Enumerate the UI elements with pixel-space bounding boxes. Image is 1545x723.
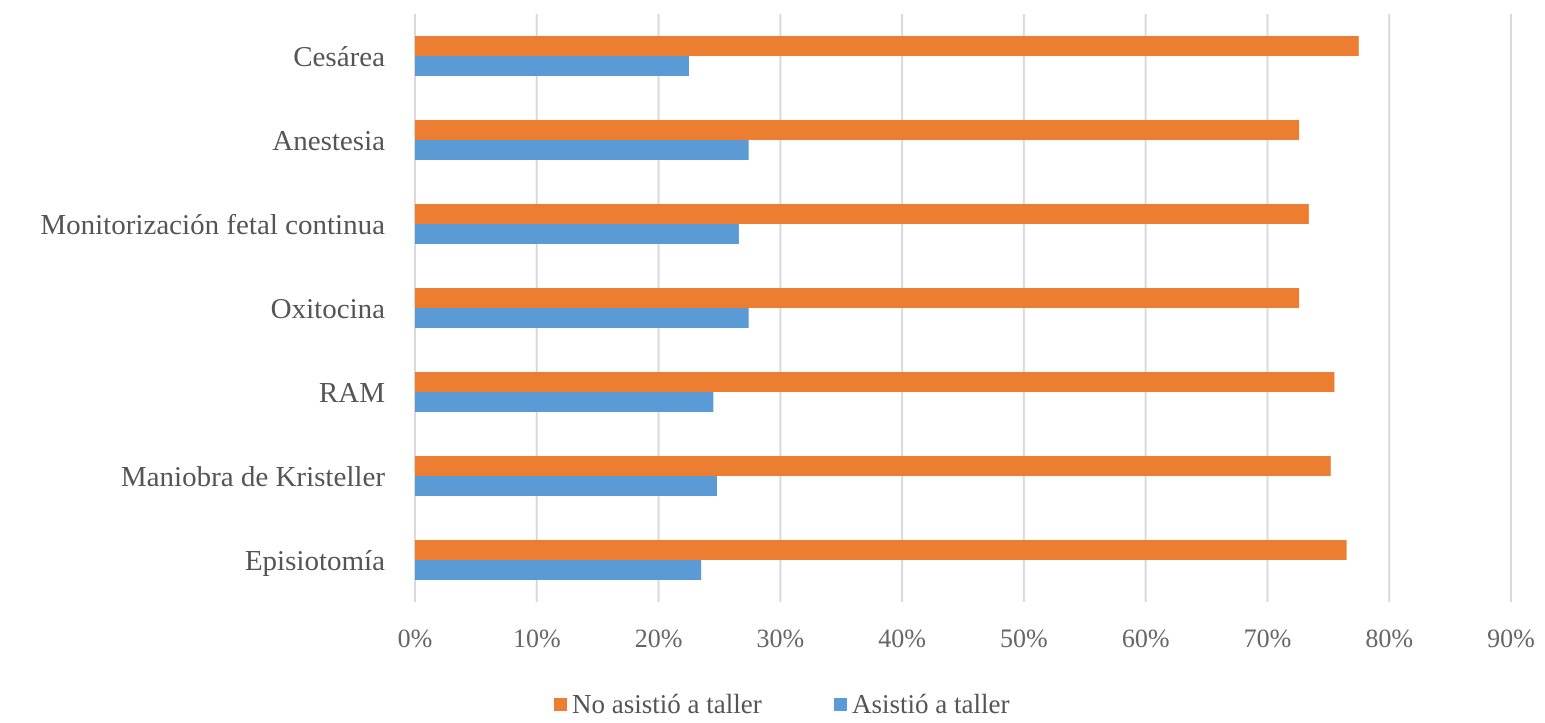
bar-no-asistio [415,372,1335,392]
legend: No asistió a taller Asistió a taller [554,689,1009,719]
bar-no-asistio [415,540,1347,560]
bar-asistio [415,140,749,160]
bar-asistio [415,560,702,580]
x-tick-label: 50% [1000,624,1048,653]
x-tick-label: 90% [1487,624,1535,653]
bar-asistio [415,56,689,76]
bars [415,36,1359,580]
category-labels: Cesárea Anestesia Monitorización fetal con… [40,41,385,577]
bar-asistio [415,392,714,412]
bar-asistio [415,308,749,328]
bar-no-asistio [415,36,1359,56]
category-label: Cesárea [293,41,385,73]
bar-no-asistio [415,456,1331,476]
legend-swatch [834,698,847,711]
legend-swatch [554,698,567,711]
bar-asistio [415,476,718,496]
legend-label: Asistió a taller [852,689,1009,719]
x-tick-label: 0% [398,624,433,653]
bar-no-asistio [415,204,1309,224]
x-tick-label: 40% [878,624,926,653]
category-label: Maniobra de Kristeller [121,461,385,493]
bar-no-asistio [415,120,1300,140]
legend-label: No asistió a taller [572,689,762,719]
category-label: Monitorización fetal continua [40,209,385,241]
x-tick-label: 30% [756,624,804,653]
category-label: Anestesia [272,125,385,157]
x-tick-label: 10% [513,624,561,653]
x-tick-label: 20% [635,624,683,653]
bar-asistio [415,224,739,244]
x-tick-label: 80% [1365,624,1413,653]
bar-no-asistio [415,288,1300,308]
category-label: RAM [319,377,385,409]
x-tick-label: 70% [1244,624,1292,653]
category-label: Oxitocina [271,293,385,325]
x-tick-labels: 0% 10% 20% 30% 40% 50% 60% 70% 80% 90% [398,624,1535,653]
category-label: Episiotomía [245,545,385,577]
x-tick-label: 60% [1122,624,1170,653]
